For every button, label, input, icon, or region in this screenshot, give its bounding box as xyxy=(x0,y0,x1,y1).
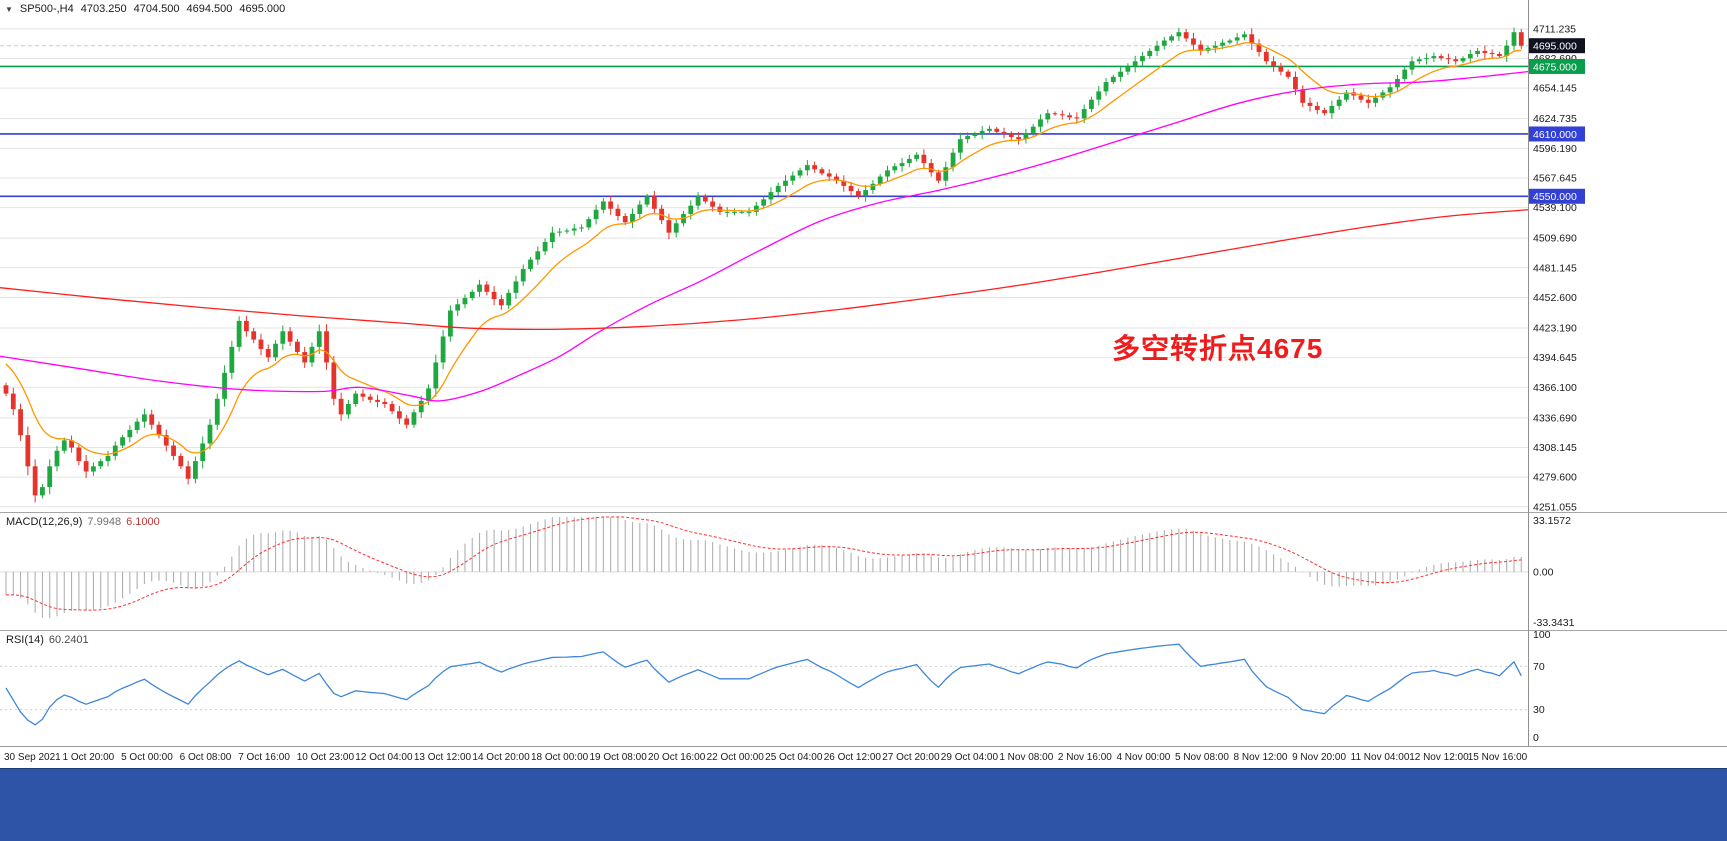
low-value: 4694.500 xyxy=(186,3,233,15)
rsi-name: RSI(14) xyxy=(6,634,44,646)
time-label: 26 Oct 12:00 xyxy=(823,752,881,763)
price-tick-label: 4394.645 xyxy=(1533,352,1577,364)
macd-value-signal: 6.1000 xyxy=(126,516,160,528)
current-price-box xyxy=(1529,38,1585,54)
price-panel: 4711.2354682.6904654.1454624.7354596.190… xyxy=(0,23,1585,513)
time-label: 5 Oct 00:00 xyxy=(121,752,173,763)
price-tick-label: 4423.190 xyxy=(1533,322,1577,334)
price-tick-label: 4509.690 xyxy=(1533,233,1577,245)
macd-tick-label: 33.1572 xyxy=(1533,515,1571,527)
rsi-tick-label: 30 xyxy=(1533,704,1545,716)
time-label: 12 Oct 04:00 xyxy=(355,752,413,763)
rsi-panel: 100 70 30 0 xyxy=(0,629,1551,744)
rsi-tick-label: 0 xyxy=(1533,732,1539,744)
open-value: 4703.250 xyxy=(80,3,127,15)
macd-tick-label: -33.3431 xyxy=(1533,617,1575,629)
time-label: 18 Oct 00:00 xyxy=(530,752,589,763)
time-label: 5 Nov 08:00 xyxy=(1175,752,1229,763)
price-tick-label: 4336.690 xyxy=(1533,412,1577,424)
macd-tick-label: 0.00 xyxy=(1533,566,1554,578)
rsi-value: 60.2401 xyxy=(48,634,89,646)
macd-signal-line xyxy=(5,516,1522,611)
time-label: 20 Oct 16:00 xyxy=(648,752,706,763)
time-label: 2 Nov 16:00 xyxy=(1057,752,1112,763)
rsi-label: RSI(14) 60.2401 xyxy=(6,634,89,646)
symbol-label: SP500-,H4 xyxy=(19,3,74,15)
level-blue-lower-label: 4550.000 xyxy=(1533,191,1577,203)
macd-name: MACD(12,26,9) xyxy=(6,516,83,528)
price-tick-label: 4711.235 xyxy=(1533,23,1576,35)
price-tick-label: 4251.055 xyxy=(1533,501,1577,513)
high-value: 4704.500 xyxy=(133,3,180,15)
time-label: 4 Nov 00:00 xyxy=(1116,752,1171,763)
time-label: 9 Nov 20:00 xyxy=(1292,752,1347,763)
annotation-text: 多空转折点4675 xyxy=(1112,333,1324,364)
ma-fast-line xyxy=(5,42,1522,455)
time-label: 27 Oct 20:00 xyxy=(882,752,940,763)
close-value: 4695.000 xyxy=(239,3,286,15)
collapse-icon[interactable]: ▼ xyxy=(5,4,13,14)
macd-label: MACD(12,26,9) 7.9948 6.1000 xyxy=(6,516,160,528)
chart-canvas[interactable]: 4711.2354682.6904654.1454624.7354596.190… xyxy=(0,0,1727,746)
pivot-green-box xyxy=(1529,58,1585,74)
price-tick-label: 4481.145 xyxy=(1533,262,1577,274)
current-price-label: 4695.000 xyxy=(1533,40,1577,52)
time-label: 12 Nov 12:00 xyxy=(1409,752,1469,763)
time-label: 22 Oct 00:00 xyxy=(706,752,764,763)
price-tick-label: 4596.190 xyxy=(1533,143,1577,155)
price-tick-label: 4567.645 xyxy=(1533,172,1577,184)
ma-slow-line xyxy=(0,209,1529,330)
time-label: 1 Oct 20:00 xyxy=(62,752,115,763)
price-tick-label: 4308.145 xyxy=(1533,442,1577,454)
time-label: 6 Oct 08:00 xyxy=(179,752,232,763)
time-label: 1 Nov 08:00 xyxy=(999,752,1054,763)
ma-medium-line xyxy=(0,71,1529,402)
macd-value-main: 7.9948 xyxy=(87,516,122,528)
price-tick-label: 4279.600 xyxy=(1533,472,1577,484)
time-label: 14 Oct 20:00 xyxy=(472,752,530,763)
symbol-info-bar: ▼ SP500-,H4 4703.250 4704.500 4694.500 4… xyxy=(5,3,285,15)
time-label: 8 Nov 12:00 xyxy=(1233,752,1288,763)
time-label: 11 Nov 04:00 xyxy=(1350,752,1410,763)
time-label: 19 Oct 08:00 xyxy=(589,752,647,763)
price-tick-label: 4452.600 xyxy=(1533,292,1577,304)
time-axis[interactable]: 30 Sep 2021 1 Oct 20:00 5 Oct 00:00 6 Oct 0… xyxy=(0,746,1727,769)
candles-group xyxy=(3,27,1524,503)
time-label: 25 Oct 04:00 xyxy=(765,752,823,763)
level-blue-upper-box xyxy=(1529,126,1585,142)
time-label: 13 Oct 12:00 xyxy=(413,752,472,763)
price-tick-label: 4539.100 xyxy=(1533,202,1577,214)
time-label: 7 Oct 16:00 xyxy=(238,752,290,763)
rsi-tick-label: 70 xyxy=(1533,661,1545,673)
time-label: 15 Nov 16:00 xyxy=(1467,752,1528,763)
level-blue-lower-box xyxy=(1529,188,1585,204)
macd-histogram xyxy=(5,517,1522,619)
macd-panel: 33.1572 0.00 -33.3431 xyxy=(0,515,1575,629)
time-label: 10 Oct 23:00 xyxy=(296,752,355,763)
bottom-panel xyxy=(0,768,1727,841)
price-tick-label: 4366.100 xyxy=(1533,382,1577,394)
time-label: 30 Sep 2021 xyxy=(4,752,61,763)
level-blue-upper-label: 4610.000 xyxy=(1533,129,1577,141)
pivot-green-label: 4675.000 xyxy=(1533,61,1577,73)
rsi-line xyxy=(5,643,1522,726)
rsi-tick-label: 100 xyxy=(1533,629,1551,641)
time-label: 29 Oct 04:00 xyxy=(940,752,999,763)
price-tick-label: 4654.145 xyxy=(1533,83,1577,95)
price-tick-label: 4624.735 xyxy=(1533,113,1577,125)
